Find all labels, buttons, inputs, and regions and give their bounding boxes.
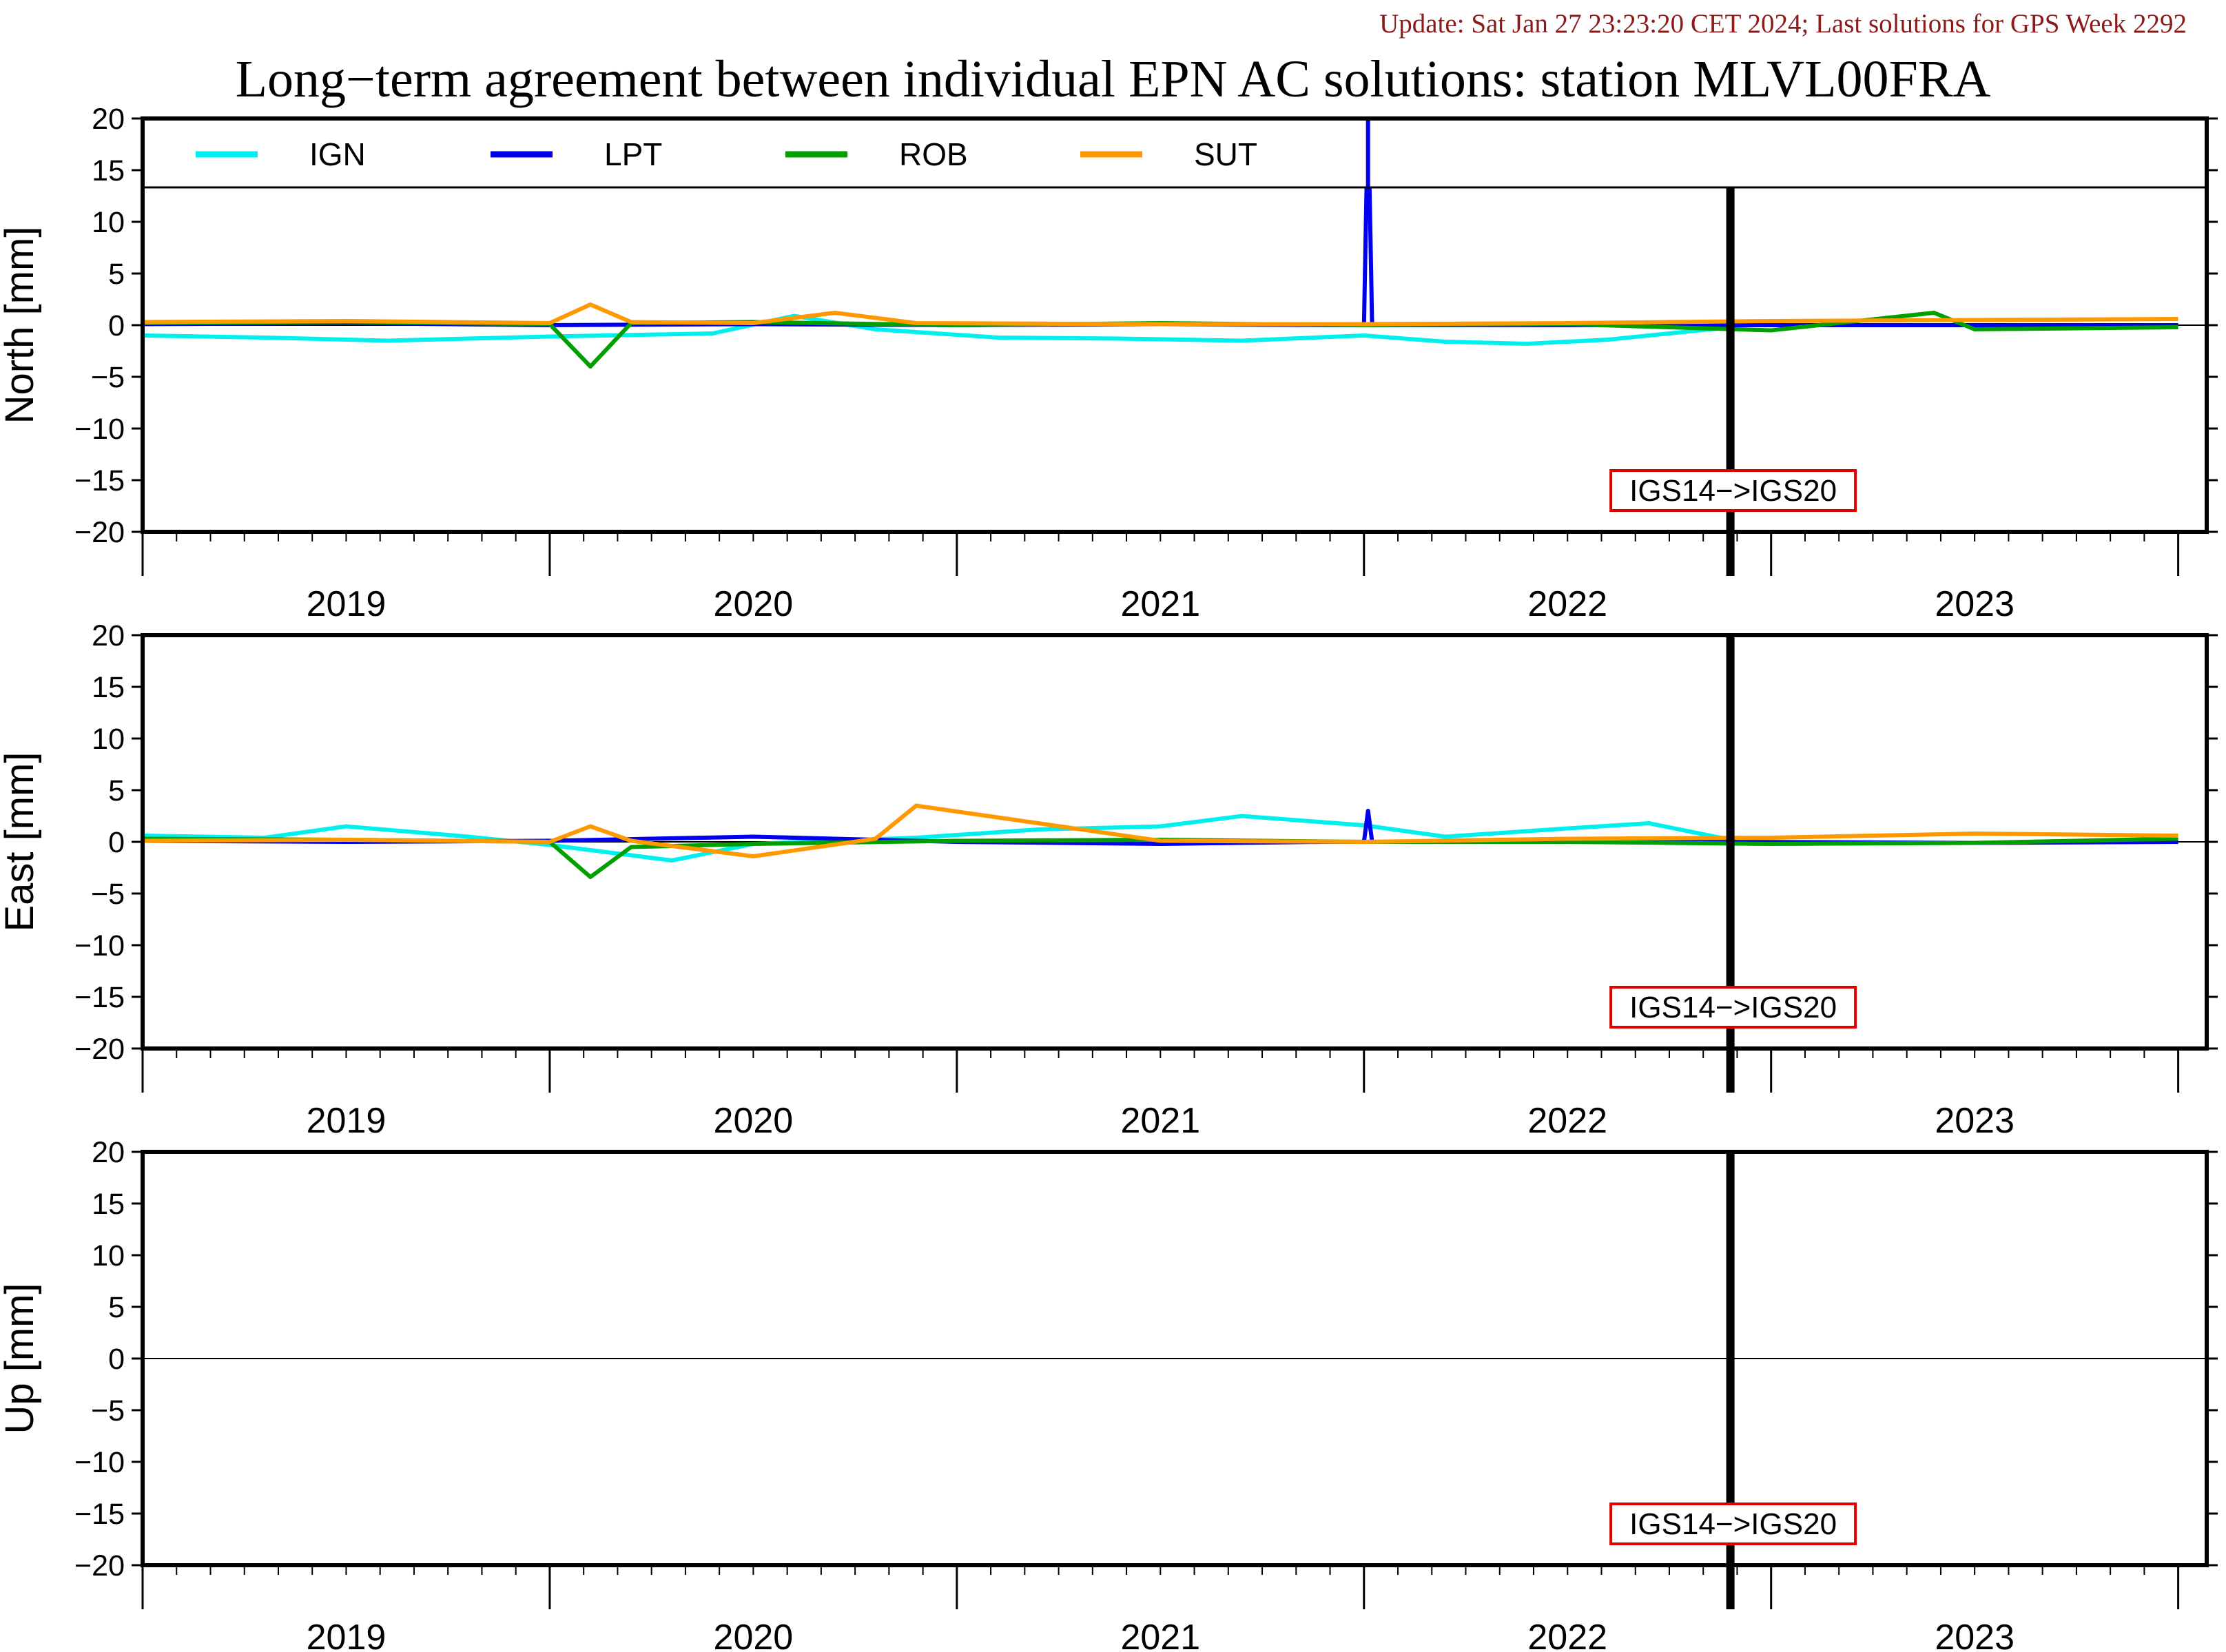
y-tick-label: 15 [92,1188,125,1221]
year-label: 2022 [1527,1618,1607,1652]
year-label: 2019 [307,1618,387,1652]
y-tick-label: 15 [92,154,125,187]
y-tick-label: −15 [74,981,125,1014]
y-tick-label: −10 [74,1446,125,1479]
year-label: 2023 [1935,1618,2014,1652]
year-label: 2022 [1527,584,1607,624]
frame-change-label: IGS14−>IGS20 [1629,1507,1837,1541]
panel-0: 20 15 10 5 0 −5 −10 −15 −20 North [mm] 2019 2020 202… [0,103,2218,624]
year-label: 2020 [714,1618,794,1652]
legend-background [143,118,2207,187]
series-ign-line [143,313,1731,346]
year-label: 2021 [1120,584,1200,624]
y-tick-label: −20 [74,1549,125,1582]
y-tick-label: 15 [92,671,125,704]
year-label: 2021 [1120,1618,1200,1652]
y-tick-label: −10 [74,413,125,446]
y-tick-label: 0 [108,1343,125,1376]
year-label: 2020 [714,584,794,624]
frame-change-label: IGS14−>IGS20 [1629,474,1837,508]
y-tick-label: 5 [108,774,125,807]
y-axis-title: North [mm] [0,227,42,424]
y-tick-label: 5 [108,1291,125,1324]
year-label: 2021 [1120,1101,1200,1141]
update-timestamp: Update: Sat Jan 27 23:23:20 CET 2024; La… [1379,9,2187,39]
series-group [143,803,2178,879]
panel-2: 20 15 10 5 0 −5 −10 −15 −20 Up [mm] 2019 2020 2021 20… [0,1136,2218,1652]
year-label: 2019 [307,584,387,624]
legend-label-ign: IGN [309,136,366,172]
y-tick-label: −5 [91,361,125,394]
series-ign-line [143,814,1731,863]
chart-title: Long−term agreement between individual E… [235,50,1991,108]
panel-frame [141,116,2209,534]
y-tick-label: −20 [74,1033,125,1066]
y-tick-label: −15 [74,464,125,497]
series-group [143,118,2178,369]
y-tick-label: 10 [92,723,125,756]
y-tick-label: 0 [108,309,125,342]
legend-label-rob: ROB [899,136,968,172]
year-label: 2022 [1527,1101,1607,1141]
y-tick-label: 20 [92,103,125,136]
year-label: 2019 [307,1101,387,1141]
frame-change-box [1609,986,1857,1029]
year-label: 2023 [1935,1101,2014,1141]
y-tick-label: 20 [92,619,125,652]
year-label: 2023 [1935,584,2014,624]
y-tick-label: −20 [74,516,125,549]
y-tick-label: −5 [91,1394,125,1427]
y-tick-label: 10 [92,206,125,239]
y-axis-title: East [mm] [0,752,42,931]
y-tick-label: 0 [108,826,125,859]
y-tick-label: −5 [91,878,125,911]
y-tick-label: −10 [74,929,125,962]
panel-frame [141,1150,2209,1567]
y-tick-label: −15 [74,1498,125,1531]
y-tick-label: 20 [92,1136,125,1169]
legend-label-sut: SUT [1194,136,1257,172]
year-label: 2020 [714,1101,794,1141]
frame-change-box [1609,469,1857,512]
frame-change-label: IGS14−>IGS20 [1629,991,1837,1024]
series-sut-line [143,803,2178,858]
y-tick-label: 5 [108,258,125,291]
y-axis-title: Up [mm] [0,1283,42,1434]
series-sut-line [143,302,2178,327]
y-tick-label: 10 [92,1239,125,1272]
panel-frame [141,633,2209,1051]
panel-1: 20 15 10 5 0 −5 −10 −15 −20 East [mm] 2019 2020 2021… [0,619,2218,1141]
legend-label-lpt: LPT [604,136,662,172]
frame-change-box [1609,1503,1857,1545]
